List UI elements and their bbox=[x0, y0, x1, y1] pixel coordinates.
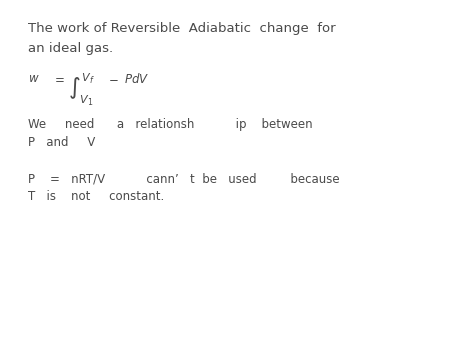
Text: $=$: $=$ bbox=[52, 72, 65, 85]
Text: $PdV$: $PdV$ bbox=[124, 72, 149, 86]
Text: $\int_{V_1}^{V_f}$: $\int_{V_1}^{V_f}$ bbox=[68, 72, 95, 108]
Text: P   and     V: P and V bbox=[28, 136, 95, 149]
Text: $w$: $w$ bbox=[28, 72, 40, 85]
Text: We     need      a   relationsh           ip    between: We need a relationsh ip between bbox=[28, 118, 313, 131]
Text: T   is    not     constant.: T is not constant. bbox=[28, 190, 164, 203]
Text: P    =   nRT/V           cann’   t  be   used         because: P = nRT/V cann’ t be used because bbox=[28, 172, 340, 185]
Text: The work of Reversible  Adiabatic  change  for: The work of Reversible Adiabatic change … bbox=[28, 22, 336, 35]
Text: an ideal gas.: an ideal gas. bbox=[28, 42, 113, 55]
Text: $-$: $-$ bbox=[108, 72, 119, 85]
